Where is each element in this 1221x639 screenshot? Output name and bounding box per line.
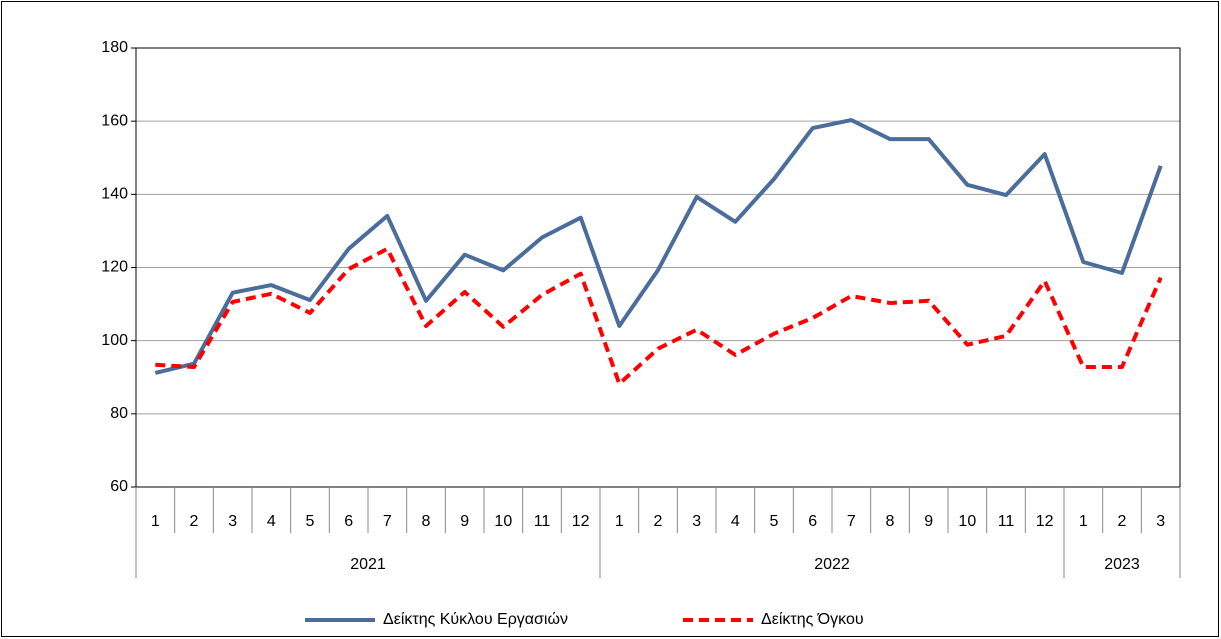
- group-label: 2023: [1104, 556, 1140, 573]
- y-tick-label: 140: [101, 186, 128, 203]
- x-tick-label: 7: [383, 513, 392, 530]
- legend-label: Δείκτης Όγκου: [761, 611, 864, 628]
- x-tick-label: 6: [344, 513, 353, 530]
- x-tick-label: 10: [958, 513, 976, 530]
- x-tick-label: 2: [654, 513, 663, 530]
- x-tick-label: 2: [1118, 513, 1127, 530]
- x-tick-label: 9: [924, 513, 933, 530]
- y-tick-label: 160: [101, 112, 128, 129]
- x-tick-label: 1: [151, 513, 160, 530]
- series-line: [155, 246, 1163, 386]
- y-tick-label: 180: [101, 39, 128, 56]
- x-tick-label: 3: [1156, 513, 1165, 530]
- series-line: [154, 118, 1163, 375]
- x-tick-label: 11: [998, 513, 1015, 530]
- x-tick-label: 6: [808, 513, 817, 530]
- x-tick-label: 3: [228, 513, 237, 530]
- x-tick-label: 2: [190, 513, 199, 530]
- x-tick-label: 9: [460, 513, 469, 530]
- x-tick-label: 1: [1079, 513, 1088, 530]
- group-label: 2022: [814, 556, 850, 573]
- x-tick-label: 10: [494, 513, 512, 530]
- x-tick-label: 5: [306, 513, 315, 530]
- y-tick-label: 120: [101, 259, 128, 276]
- x-tick-label: 8: [422, 513, 431, 530]
- x-tick-label: 3: [692, 513, 701, 530]
- y-tick-label: 100: [101, 332, 128, 349]
- x-tick-label: 5: [770, 513, 779, 530]
- legend-label: Δείκτης Κύκλου Εργασιών: [383, 611, 568, 628]
- x-tick-label: 4: [267, 513, 276, 530]
- x-tick-label: 8: [886, 513, 895, 530]
- x-tick-label: 12: [572, 513, 590, 530]
- x-tick-label: 4: [731, 513, 740, 530]
- x-tick-label: 12: [1036, 513, 1054, 530]
- x-tick-label: 7: [847, 513, 856, 530]
- plot-border: [135, 47, 1181, 488]
- y-tick-label: 60: [110, 478, 128, 495]
- group-label: 2021: [350, 556, 386, 573]
- y-tick-label: 80: [110, 405, 128, 422]
- x-tick-label: 11: [534, 513, 551, 530]
- x-tick-label: 1: [615, 513, 624, 530]
